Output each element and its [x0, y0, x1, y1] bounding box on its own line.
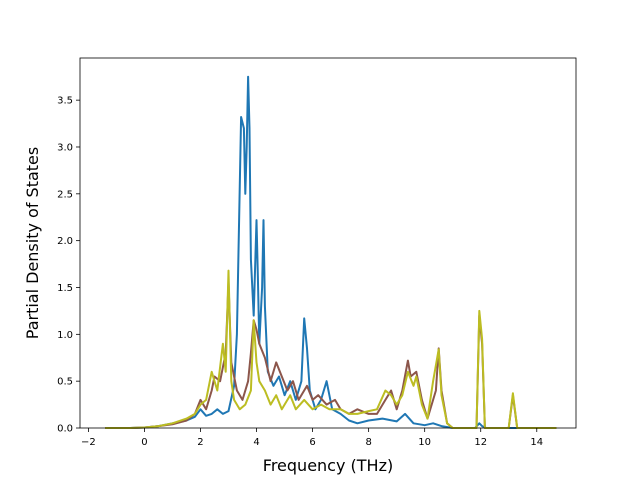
x-axis-label: Frequency (THz) — [263, 456, 393, 475]
y-tick-label: 2.0 — [57, 236, 73, 247]
plot-lines — [105, 75, 557, 429]
x-tick-label: 8 — [365, 437, 371, 448]
x-tick-label: 2 — [197, 437, 203, 448]
y-tick-label: 1.0 — [57, 330, 73, 341]
y-tick-label: 1.5 — [57, 283, 73, 294]
y-axis-label: Partial Density of States — [23, 147, 42, 339]
series-line-1 — [105, 75, 557, 429]
plot-frame — [79, 57, 577, 429]
series-line-3 — [105, 269, 557, 429]
y-tick-label: 3.0 — [57, 142, 73, 153]
x-axis-ticks: −2 0 2 4 6 8 10 12 14 — [81, 428, 543, 448]
y-tick-label: 2.5 — [57, 189, 73, 200]
x-tick-label: 14 — [530, 437, 543, 448]
y-tick-label: 0.0 — [57, 424, 73, 435]
x-tick-label: 12 — [474, 437, 487, 448]
y-tick-label: 3.5 — [57, 96, 73, 107]
x-tick-label: 10 — [418, 437, 431, 448]
x-tick-label: 0 — [141, 437, 147, 448]
x-tick-label: 6 — [309, 437, 315, 448]
x-tick-label: −2 — [81, 437, 96, 448]
y-axis-ticks: 0.0 0.5 1.0 1.5 2.0 2.5 3.0 3.5 — [57, 96, 80, 435]
y-tick-label: 0.5 — [57, 377, 73, 388]
x-tick-label: 4 — [253, 437, 259, 448]
